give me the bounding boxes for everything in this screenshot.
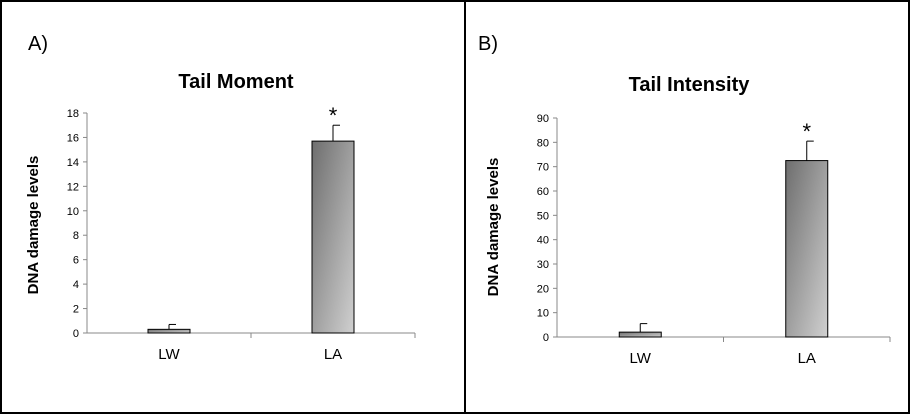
panel-a-title: Tail Moment xyxy=(178,71,294,93)
panel-b-y-tick-label: 80 xyxy=(537,137,549,149)
panel-b-letter: B) xyxy=(478,33,498,55)
panel-a-y-tick-label: 8 xyxy=(73,230,79,242)
panel-a-significance-mark: * xyxy=(329,103,338,128)
panel-b-y-tick-label: 50 xyxy=(537,210,549,222)
panel-b-title: Tail Intensity xyxy=(629,74,751,96)
panel-b-significance-mark: * xyxy=(802,119,811,144)
panel-a-y-tick-label: 0 xyxy=(73,328,79,340)
panel-b-y-tick-label: 90 xyxy=(537,113,549,125)
panel-b-y-axis-label: DNA damage levels xyxy=(485,158,502,297)
panel-b-y-tick-label: 60 xyxy=(537,186,549,198)
panel-a-y-axis-label: DNA damage levels xyxy=(25,156,42,295)
panel-b-y-tick-label: 30 xyxy=(537,259,549,271)
panel-b: B) Tail Intensity DNA damage levels 0 10 2… xyxy=(478,33,891,367)
panel-a-y-tick-label: 10 xyxy=(67,206,79,218)
panel-a-bar-la xyxy=(311,140,355,334)
panel-a-y-tick-label: 14 xyxy=(67,157,79,169)
panel-b-y-tick-label: 10 xyxy=(537,308,549,320)
panel-b-y-tick-label: 70 xyxy=(537,162,549,174)
panel-b-y-tick-label: 20 xyxy=(537,283,549,295)
panel-b-category-label: LW xyxy=(630,350,652,367)
panel-a-y-tick-label: 6 xyxy=(73,255,79,267)
panel-a-y-tick-label: 12 xyxy=(67,181,79,193)
panel-a-letter: A) xyxy=(28,33,48,55)
panel-b-plot: 0 10 20 30 40 50 60 70 80 90 LW LA * xyxy=(537,113,891,367)
panel-a-y-tick-label: 16 xyxy=(67,132,79,144)
panel-b-y-tick-label: 0 xyxy=(543,332,549,344)
panel-a-y-tick-label: 4 xyxy=(73,279,79,291)
panel-a-y-tick-label: 18 xyxy=(67,108,79,120)
panel-b-bar-lw xyxy=(618,331,662,338)
panel-b-bar-la xyxy=(785,160,829,338)
panel-a-bar-lw xyxy=(147,328,191,334)
panel-a-y-tick-label: 2 xyxy=(73,304,79,316)
panel-a-category-label: LA xyxy=(324,346,342,363)
panel-b-y-tick-label: 40 xyxy=(537,235,549,247)
panel-b-category-label: LA xyxy=(798,350,816,367)
panel-a-plot: 0 2 4 6 8 10 12 14 16 18 LW LA * xyxy=(67,103,416,363)
panel-a-category-label: LW xyxy=(158,346,180,363)
panel-a: A) Tail Moment DNA damage levels 0 2 4 6 8 10… xyxy=(25,33,416,363)
